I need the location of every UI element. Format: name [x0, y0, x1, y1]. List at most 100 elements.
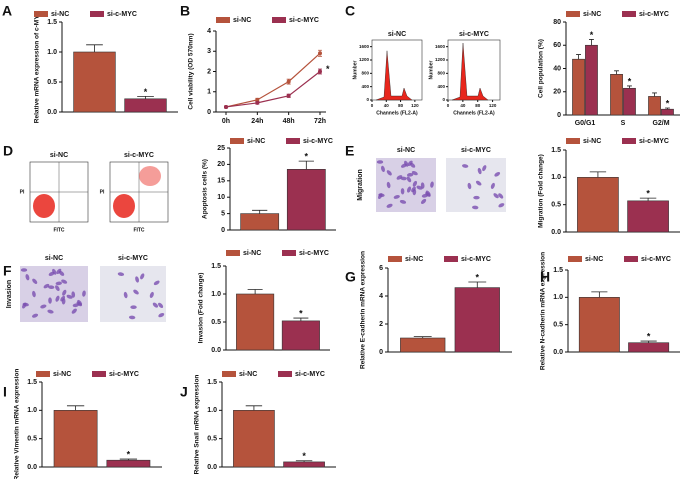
x-axis-label: FITC	[53, 227, 64, 233]
y-axis-label: Migration (Fold change)	[538, 154, 545, 228]
stained-cell	[475, 180, 482, 186]
error-bar	[66, 405, 85, 411]
error-bar	[589, 171, 607, 178]
stained-cell	[61, 279, 68, 284]
stained-cell	[149, 291, 154, 298]
bar	[628, 342, 670, 353]
significance-mark: *	[299, 308, 303, 318]
y-tick-label: 400	[437, 84, 445, 89]
y-tick-label: 0.5	[47, 79, 57, 86]
significance-mark: *	[628, 76, 632, 86]
legend-label: si-NC	[583, 11, 601, 18]
stained-cell	[482, 165, 487, 172]
legend-label: si-NC	[239, 371, 257, 378]
x-axis-label: FITC	[133, 227, 144, 233]
stained-cell	[22, 302, 27, 309]
error-bar	[247, 289, 263, 294]
stained-cell	[393, 195, 400, 199]
stained-cell	[128, 315, 136, 320]
y-tick-label: 4	[379, 293, 383, 300]
bar	[610, 74, 623, 116]
stained-cell	[82, 290, 86, 297]
bar	[240, 213, 280, 231]
y-tick-label: 0	[442, 97, 445, 102]
y-tick-label: 1200	[359, 57, 370, 62]
y-tick-label: 0.0	[207, 464, 217, 471]
stained-cell	[60, 295, 66, 302]
stained-cell	[412, 188, 417, 196]
panel-letter: H	[540, 269, 550, 285]
y-tick-label: 0	[221, 227, 225, 234]
y-tick-label: 1600	[435, 44, 446, 49]
legend-label: si-NC	[53, 371, 71, 378]
stained-cell	[381, 165, 385, 173]
x-axis-label: Channels (FL2-A)	[376, 110, 418, 116]
y-tick-label: 0.5	[207, 436, 217, 443]
error-bar	[86, 44, 103, 52]
stained-cell	[72, 303, 80, 308]
y-tick-label: 1.5	[47, 19, 57, 26]
y-tick-label: 0.0	[27, 464, 37, 471]
stained-cell	[430, 181, 434, 188]
y-tick-label: 1.5	[211, 263, 221, 270]
panel-title: si-c-MYC	[118, 255, 148, 262]
panel-title: si-c-MYC	[459, 31, 489, 38]
stained-cell	[158, 302, 164, 309]
legend-label: si-NC	[51, 11, 69, 18]
error-bar	[665, 107, 670, 110]
y-axis-label: Cell viability (OD 570nm)	[188, 33, 195, 109]
row-label: Migration	[357, 169, 364, 201]
y-tick-label: 1.0	[207, 407, 217, 414]
y-axis-label: Relative E-cadherin mRNA expression	[360, 251, 367, 369]
legend-swatch	[282, 250, 296, 256]
line	[225, 52, 321, 108]
y-tick-label: 1.5	[27, 379, 37, 386]
legend-swatch	[566, 138, 580, 144]
y-axis-label: Number	[352, 61, 358, 80]
panel-title: si-NC	[45, 255, 63, 262]
cell-cloud	[113, 194, 135, 218]
y-axis-label: Invasion (Fold change)	[198, 273, 205, 344]
y-tick-label: 1.0	[211, 291, 221, 298]
legend-label: si-c-MYC	[109, 371, 139, 378]
legend-swatch	[622, 11, 636, 17]
plot-frame	[447, 39, 501, 101]
x-tick-label: 120	[489, 103, 497, 108]
stained-cell	[377, 193, 383, 200]
legend-label: si-c-MYC	[639, 138, 669, 145]
panel-letter: C	[345, 3, 355, 19]
plot-frame	[371, 39, 423, 101]
error-bar	[413, 336, 432, 338]
y-tick-label: 15	[217, 178, 225, 185]
y-axis-label: Apoptosis cells (%)	[202, 159, 209, 219]
y-tick-label: 1.0	[553, 294, 563, 301]
bar	[627, 200, 669, 233]
stained-cell	[493, 193, 499, 199]
y-tick-label: 5	[221, 210, 225, 217]
stained-cell	[71, 291, 76, 298]
point	[255, 100, 260, 105]
panel-title: si-c-MYC	[461, 147, 491, 154]
panel-title: si-NC	[388, 31, 406, 38]
legend-label: si-c-MYC	[303, 138, 333, 145]
significance-mark: *	[302, 451, 306, 461]
bar	[53, 410, 98, 468]
stained-cell	[62, 289, 67, 296]
y-tick-label: 1.0	[47, 49, 57, 56]
histogram-shape	[451, 42, 489, 101]
micrograph	[376, 158, 436, 212]
stained-cell	[66, 294, 73, 299]
legend-label: si-c-MYC	[289, 17, 319, 24]
stained-cell	[130, 305, 137, 309]
bar	[283, 461, 325, 468]
x-tick-label: 40	[384, 103, 390, 108]
stained-cell	[40, 304, 47, 309]
stained-cell	[386, 203, 393, 208]
bar	[454, 287, 500, 353]
stained-cell	[140, 273, 145, 280]
stained-cell	[386, 170, 392, 176]
stained-cell	[406, 186, 412, 193]
significance-mark: *	[646, 188, 650, 198]
significance-mark: *	[326, 64, 330, 74]
legend-swatch	[90, 11, 104, 17]
